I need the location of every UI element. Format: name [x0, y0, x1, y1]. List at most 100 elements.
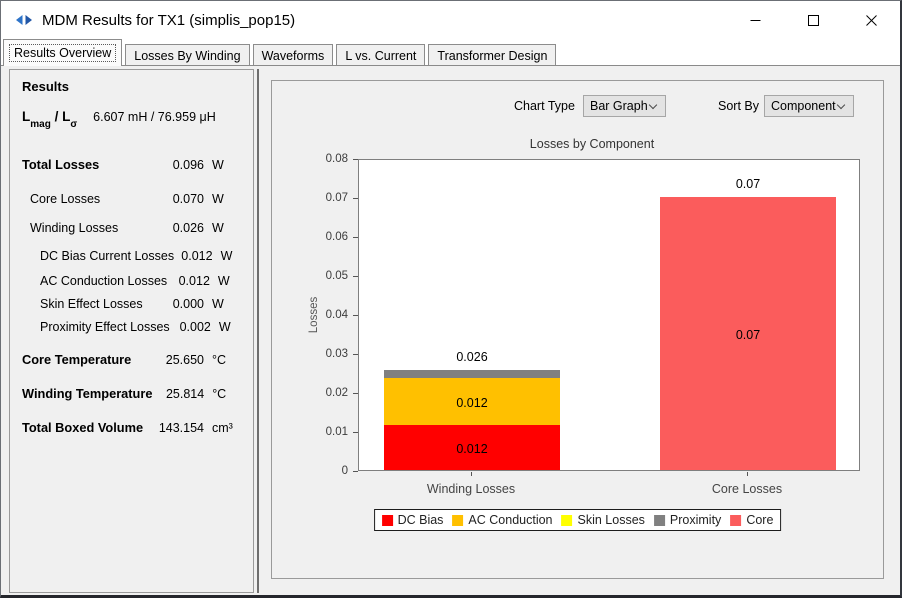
legend-swatch-core [730, 514, 742, 526]
y-tick-label: 0.04 [325, 309, 348, 321]
chart-title: Losses by Component [529, 137, 655, 151]
result-value: 25.650 [165, 352, 204, 367]
y-tick-mark [353, 393, 358, 394]
result-label: Core Temperature [22, 352, 132, 368]
result-label: Winding Temperature [22, 386, 153, 402]
result-value: 0.096 [172, 157, 204, 172]
result-label: Skin Effect Losses [40, 296, 143, 311]
bar-segment-dc-bias-winding-losses [384, 425, 560, 470]
results-heading: Results [22, 79, 69, 94]
tab-results-overview[interactable]: Results Overview [3, 39, 123, 66]
chart-legend: DC Bias AC Conduction Skin Losses Proximity… [373, 509, 782, 531]
result-label: Core Losses [30, 191, 101, 206]
result-row-winding-temperature: Winding Temperature 25.814 °C [10, 383, 253, 405]
plot-area: 0.012 0.012 0.026 0.07 0.07 [358, 159, 860, 471]
result-row-ac-conduction-losses: AC Conduction Losses 0.012 W [10, 270, 253, 292]
x-tick-mark [471, 472, 472, 476]
chevron-down-icon [837, 102, 845, 110]
y-tick-label: 0.05 [325, 270, 348, 282]
close-button[interactable] [842, 1, 900, 39]
y-tick-label: 0 [341, 465, 348, 477]
result-unit: W [212, 157, 224, 172]
result-row-core-losses: Core Losses 0.070 W [10, 188, 253, 210]
sort-by-label: Sort By [718, 99, 759, 113]
tab-label: Transformer Design [437, 48, 548, 63]
y-tick-mark [353, 471, 358, 472]
legend-item-skin-losses: Skin Losses [561, 513, 645, 527]
result-unit: °C [212, 352, 227, 367]
tab-label: Results Overview [9, 44, 117, 62]
bar-total-label: 0.07 [735, 177, 761, 191]
y-tick-label: 0.01 [325, 426, 348, 438]
legend-item-proximity: Proximity [653, 513, 721, 527]
result-label: AC Conduction Losses [40, 273, 168, 288]
result-value: 143.154 [158, 420, 204, 435]
minimize-button[interactable] [726, 1, 784, 39]
x-category-label-winding-losses: Winding Losses [426, 482, 516, 496]
window-title: MDM Results for TX1 (simplis_pop15) [42, 11, 296, 29]
legend-swatch-ac-conduction [452, 514, 464, 526]
y-tick-mark [353, 237, 358, 238]
inductance-value: 6.607 mH / 76.959 μH [93, 110, 216, 124]
tab-losses-by-winding[interactable]: Losses By Winding [125, 44, 250, 66]
result-row-total-boxed-volume: Total Boxed Volume 143.154 cm³ [10, 417, 253, 439]
result-label: Proximity Effect Losses [40, 319, 170, 334]
result-value: 0.026 [172, 220, 204, 235]
legend-swatch-proximity [653, 514, 665, 526]
y-tick-label: 0.07 [325, 192, 348, 204]
result-unit: W [217, 273, 230, 288]
titlebar: MDM Results for TX1 (simplis_pop15) [1, 1, 900, 39]
tab-transformer-design[interactable]: Transformer Design [428, 44, 557, 66]
y-tick-mark [353, 198, 358, 199]
simetrix-arrows-icon [16, 15, 32, 25]
tab-waveforms[interactable]: Waveforms [252, 44, 334, 66]
legend-label: Core [746, 513, 774, 527]
sort-by-value: Component [771, 99, 836, 113]
legend-item-ac-conduction: AC Conduction [452, 513, 553, 527]
content-area: Results Lmag / Lσ 6.607 mH / 76.959 μH T… [1, 65, 900, 595]
x-category-label-core-losses: Core Losses [711, 482, 783, 496]
results-panel: Results Lmag / Lσ 6.607 mH / 76.959 μH T… [9, 69, 254, 593]
y-tick-mark [353, 354, 358, 355]
legend-label: AC Conduction [468, 513, 553, 527]
result-unit: W [212, 191, 224, 206]
result-row-dc-bias-current-losses: DC Bias Current Losses 0.012 W [10, 245, 253, 267]
close-icon [865, 14, 877, 26]
legend-label: Skin Losses [577, 513, 645, 527]
y-tick-label: 0.08 [325, 153, 348, 165]
result-label: Total Boxed Volume [22, 420, 144, 436]
bar-segment-label: 0.012 [456, 441, 488, 456]
bar-segment-label: 0.012 [456, 395, 488, 410]
result-unit: W [220, 248, 233, 263]
result-unit: °C [212, 386, 227, 401]
result-value: 0.012 [178, 273, 210, 288]
legend-swatch-dc-bias [381, 514, 393, 526]
result-unit: cm³ [212, 420, 233, 435]
inductance-row: Lmag / Lσ 6.607 mH / 76.959 μH [22, 109, 253, 130]
result-row-winding-losses: Winding Losses 0.026 W [10, 217, 253, 239]
result-value: 0.002 [179, 319, 211, 334]
result-row-skin-effect-losses: Skin Effect Losses 0.000 W [10, 293, 253, 315]
tab-label: Waveforms [261, 48, 325, 63]
legend-label: DC Bias [397, 513, 444, 527]
legend-item-core: Core [730, 513, 773, 527]
minimize-icon [750, 19, 760, 21]
maximize-button[interactable] [784, 1, 842, 39]
result-value: 25.814 [165, 386, 205, 401]
result-row-proximity-effect-losses: Proximity Effect Losses 0.002 W [10, 316, 253, 338]
chart-type-select[interactable]: Bar Graph [583, 95, 666, 117]
panel-splitter[interactable] [257, 69, 259, 593]
tab-label: Losses By Winding [134, 48, 241, 63]
bar-segment-label: 0.07 [735, 327, 761, 342]
tab-l-vs-current[interactable]: L vs. Current [336, 44, 426, 66]
tab-label: L vs. Current [345, 48, 417, 63]
result-unit: W [212, 296, 224, 311]
legend-item-dc-bias: DC Bias [381, 513, 444, 527]
y-tick-mark [353, 276, 358, 277]
y-tick-mark [353, 159, 358, 160]
sort-by-select[interactable]: Component [764, 95, 854, 117]
x-tick-mark [747, 472, 748, 476]
result-unit: W [218, 319, 231, 334]
result-label: Total Losses [22, 157, 100, 173]
maximize-icon [807, 14, 819, 26]
